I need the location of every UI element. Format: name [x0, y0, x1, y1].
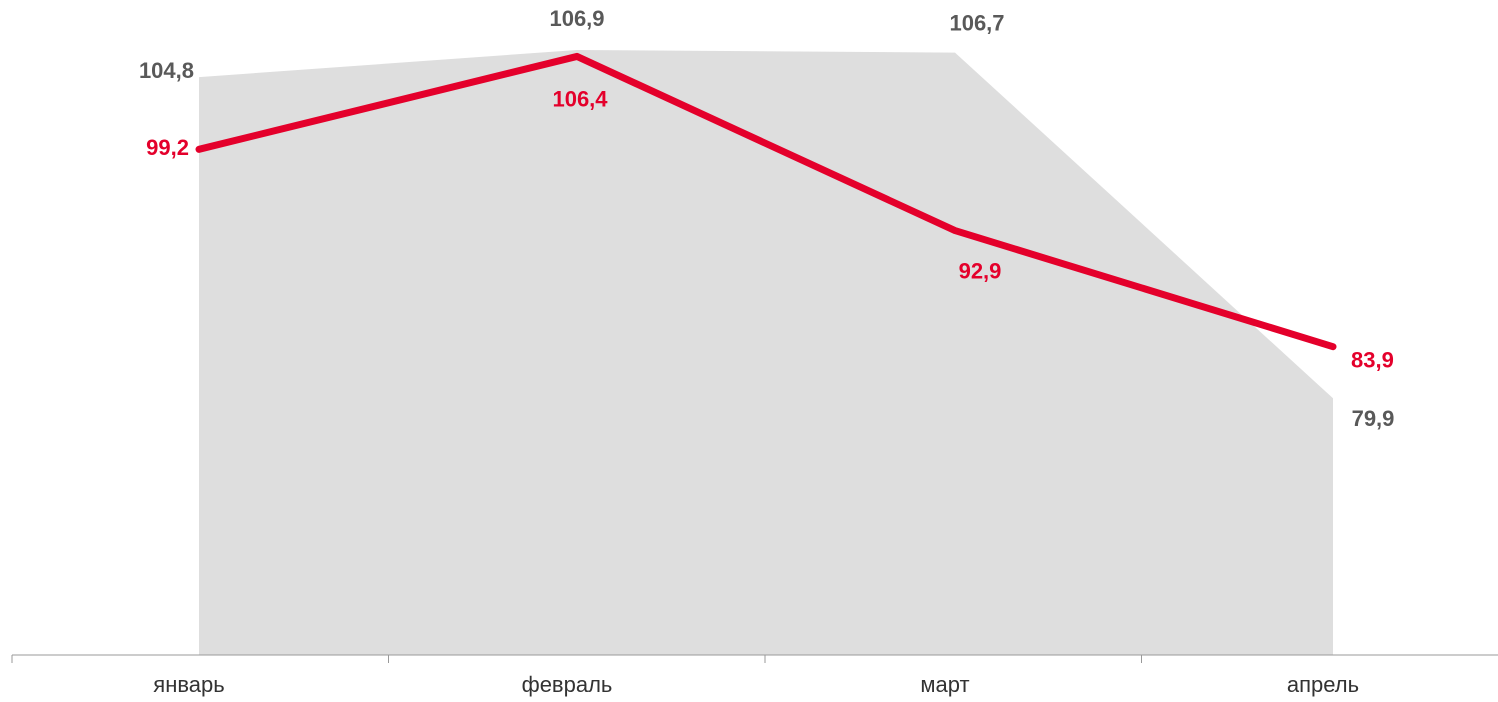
line [195, 52, 1337, 351]
data-label: 79,9 [1352, 406, 1395, 431]
x-tick-label: апрель [1287, 672, 1359, 697]
x-tick-label: март [920, 672, 969, 697]
x-tick-label: февраль [522, 672, 613, 697]
data-label: 106,4 [552, 86, 608, 111]
data-label: 99,2 [146, 135, 189, 160]
area [199, 49, 1333, 656]
data-label: 106,7 [949, 10, 1004, 35]
data-label: 83,9 [1351, 348, 1394, 373]
data-label: 92,9 [959, 258, 1002, 283]
data-label: 106,9 [549, 6, 604, 31]
x-tick-label: январь [153, 672, 224, 697]
data-label: 104,8 [139, 58, 194, 83]
